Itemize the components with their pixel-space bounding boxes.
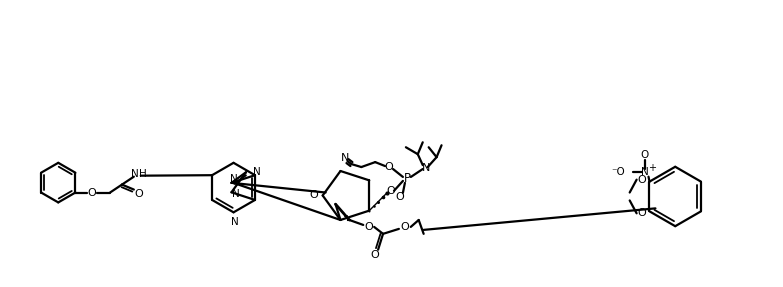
- Text: O: O: [384, 162, 393, 172]
- Text: H: H: [139, 169, 146, 179]
- Text: O: O: [640, 150, 648, 160]
- Text: O: O: [395, 192, 404, 202]
- Text: O: O: [135, 189, 143, 199]
- Text: N: N: [421, 163, 430, 173]
- Text: ⁻O: ⁻O: [611, 167, 625, 177]
- Text: N: N: [341, 153, 350, 163]
- Text: O: O: [637, 208, 646, 218]
- Text: O: O: [309, 191, 318, 201]
- Text: O: O: [371, 250, 380, 260]
- Text: N: N: [131, 169, 139, 179]
- Text: O: O: [88, 187, 96, 197]
- Text: P: P: [403, 172, 410, 185]
- Text: N: N: [253, 167, 261, 177]
- Text: N: N: [231, 217, 238, 227]
- Text: N: N: [232, 189, 240, 199]
- Text: N: N: [640, 167, 648, 177]
- Text: O: O: [387, 186, 395, 196]
- Text: O: O: [637, 175, 646, 185]
- Text: N: N: [229, 174, 237, 184]
- Text: O: O: [365, 222, 373, 232]
- Text: +: +: [648, 163, 656, 173]
- Text: O: O: [400, 222, 410, 232]
